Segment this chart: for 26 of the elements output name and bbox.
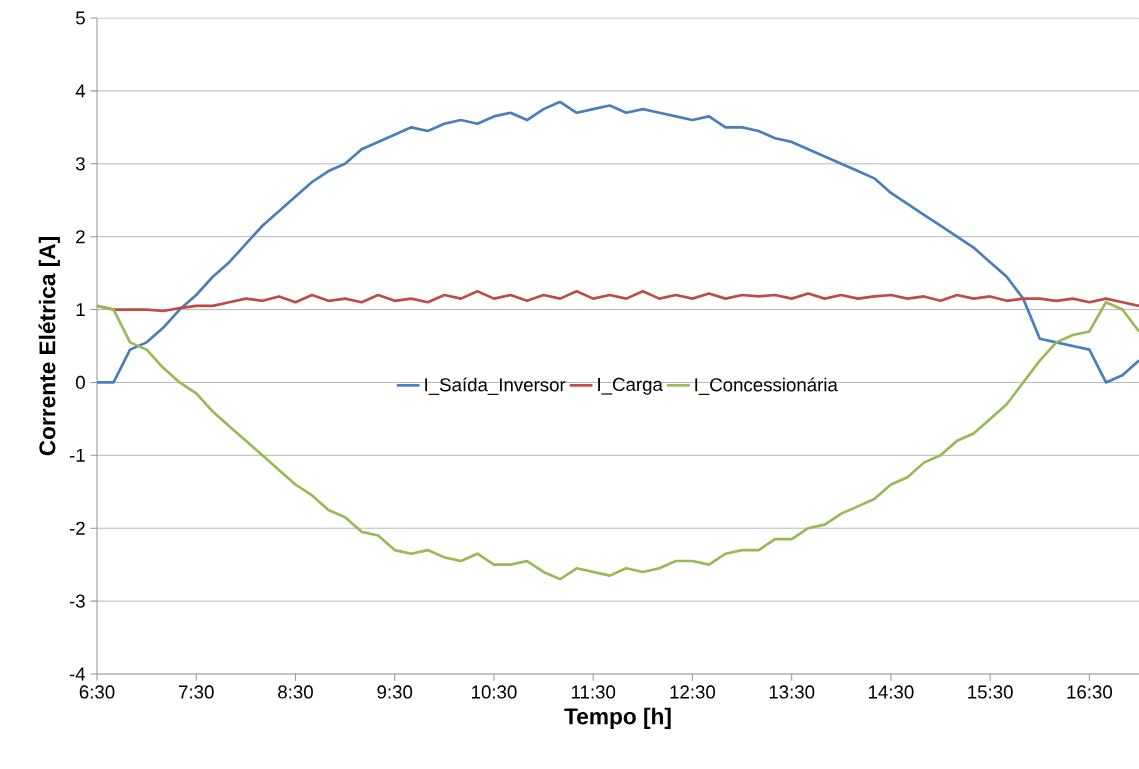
x-tick-label: 12:30: [670, 685, 716, 699]
y-tick-label: 1: [76, 303, 85, 316]
x-axis-title: Tempo [h]: [564, 707, 671, 729]
x-tick-label: 7:30: [179, 685, 214, 699]
legend-label: I_Carga: [598, 377, 663, 395]
legend-label: I_Concessionária: [695, 377, 838, 395]
y-tick-label: 0: [75, 375, 85, 390]
y-tick-label: -3: [69, 594, 85, 608]
y-tick-label: 3: [75, 157, 85, 171]
x-tick-label: 13:30: [769, 685, 815, 699]
y-tick-label: -1: [69, 448, 85, 462]
x-tick-label: 6:30: [79, 685, 115, 699]
x-tick-label: 16:30: [1067, 685, 1113, 699]
y-tick-label: -2: [69, 521, 85, 535]
x-tick-label: 11:30: [571, 685, 616, 699]
y-tick-label: 2: [76, 230, 85, 244]
y-tick-label: -4: [69, 667, 86, 681]
y-axis-title: Corrente Elétrica [A]: [38, 237, 60, 456]
y-tick-label: 5: [76, 11, 85, 25]
y-tick-label: 4: [75, 84, 86, 98]
x-tick-label: 9:30: [377, 685, 413, 699]
x-tick-label: 15:30: [968, 685, 1013, 699]
x-tick-label: 8:30: [278, 685, 313, 699]
x-tick-label: 10:30: [472, 685, 517, 699]
legend-label: I_Saída_Inversor: [425, 377, 566, 395]
x-tick-label: 14:30: [868, 685, 914, 699]
